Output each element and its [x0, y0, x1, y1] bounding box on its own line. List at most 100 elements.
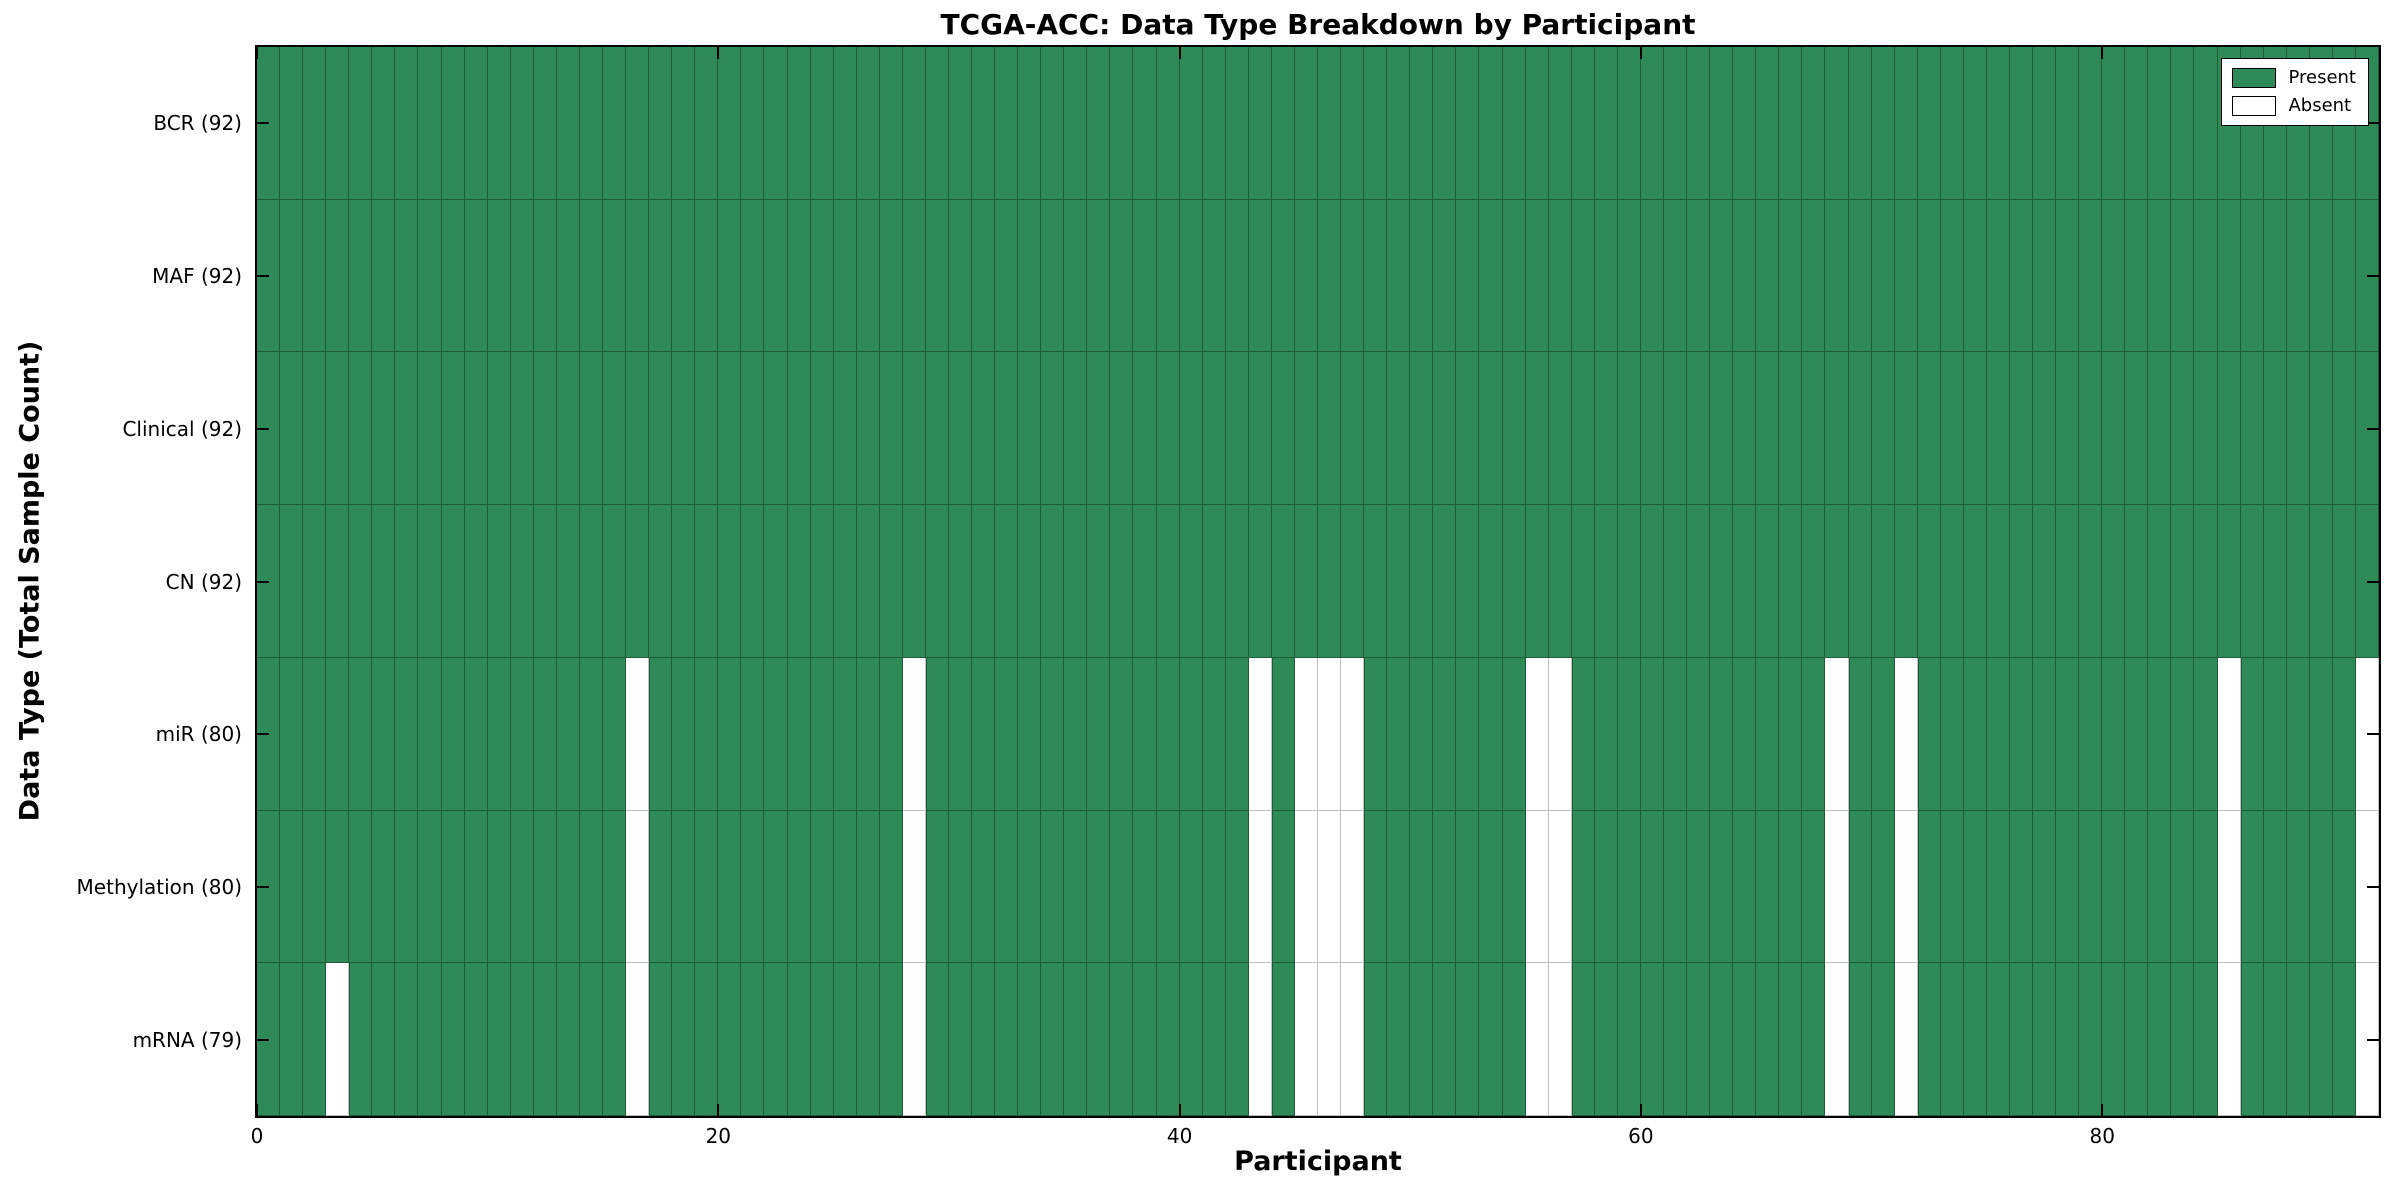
cell-present — [1410, 352, 1434, 506]
cell-present — [787, 352, 811, 506]
cell-present — [972, 657, 996, 811]
cell-present — [810, 352, 834, 506]
cell-present — [1710, 963, 1734, 1116]
cell-present — [649, 352, 673, 506]
cell-present — [349, 199, 373, 353]
cell-present — [1456, 505, 1480, 658]
cell-present — [972, 810, 996, 964]
cell-present — [1133, 963, 1157, 1116]
cell-present — [856, 505, 880, 658]
cell-present — [372, 963, 396, 1116]
cell-present — [1917, 657, 1941, 811]
cell-absent — [1318, 657, 1342, 811]
cell-present — [925, 199, 949, 353]
cell-present — [1525, 505, 1549, 658]
cell-present — [1571, 47, 1595, 200]
cell-absent — [626, 963, 650, 1116]
cell-present — [1525, 47, 1549, 200]
cell-present — [418, 47, 442, 200]
cell-present — [1825, 505, 1849, 658]
cell-present — [1410, 810, 1434, 964]
cell-present — [1479, 657, 1503, 811]
cell-present — [579, 47, 603, 200]
cell-present — [1617, 657, 1641, 811]
cell-present — [1594, 199, 1618, 353]
cell-present — [1756, 657, 1780, 811]
cell-present — [441, 505, 465, 658]
cell-present — [1502, 47, 1526, 200]
cell-present — [395, 810, 419, 964]
tick-mark — [2367, 427, 2379, 430]
cell-present — [1710, 810, 1734, 964]
cell-present — [972, 352, 996, 506]
cell-present — [1179, 199, 1203, 353]
cell-absent — [2217, 810, 2241, 964]
tick-mark — [2367, 733, 2379, 736]
cell-present — [1456, 199, 1480, 353]
cell-present — [1225, 505, 1249, 658]
cell-present — [1248, 505, 1272, 658]
cell-present — [1917, 47, 1941, 200]
cell-present — [1410, 657, 1434, 811]
cell-present — [602, 810, 627, 964]
cell-absent — [1548, 657, 1572, 811]
heatmap-grid — [257, 47, 2379, 1116]
cell-present — [1456, 47, 1480, 200]
cell-present — [441, 199, 465, 353]
cell-present — [533, 199, 557, 353]
cell-present — [833, 810, 857, 964]
cell-present — [579, 810, 603, 964]
cell-present — [487, 963, 511, 1116]
cell-present — [1387, 505, 1411, 658]
cell-present — [1179, 963, 1203, 1116]
cell-present — [972, 199, 996, 353]
cell-present — [1179, 657, 1203, 811]
cell-present — [764, 963, 788, 1116]
cell-absent — [1825, 657, 1849, 811]
cell-present — [1571, 505, 1595, 658]
cell-present — [2309, 505, 2333, 658]
cell-present — [1248, 47, 1272, 200]
cell-present — [1133, 47, 1157, 200]
cell-present — [1018, 199, 1042, 353]
cell-present — [1640, 47, 1664, 200]
cell-present — [326, 657, 350, 811]
cell-present — [1779, 47, 1803, 200]
cell-present — [2194, 505, 2218, 658]
cell-present — [2102, 199, 2126, 353]
tick-mark — [2367, 1038, 2379, 1041]
cell-present — [487, 199, 511, 353]
cell-present — [1387, 657, 1411, 811]
cell-present — [2240, 657, 2264, 811]
tick-mark — [2367, 580, 2379, 583]
cell-present — [533, 505, 557, 658]
cell-present — [1917, 352, 1941, 506]
cell-present — [2125, 199, 2149, 353]
cell-present — [948, 657, 973, 811]
cell-present — [1041, 810, 1065, 964]
cell-present — [2332, 199, 2356, 353]
cell-present — [2056, 47, 2080, 200]
cell-present — [1986, 199, 2010, 353]
cell-present — [1318, 352, 1342, 506]
cell-absent — [326, 963, 350, 1116]
cell-present — [649, 657, 673, 811]
cell-present — [1756, 810, 1780, 964]
cell-present — [349, 505, 373, 658]
cell-present — [1756, 505, 1780, 658]
cell-present — [1156, 657, 1180, 811]
cell-present — [1525, 199, 1549, 353]
cell-present — [1410, 199, 1434, 353]
cell-present — [1156, 47, 1180, 200]
cell-present — [1733, 657, 1757, 811]
cell-present — [1387, 199, 1411, 353]
cell-present — [464, 963, 488, 1116]
cell-present — [487, 657, 511, 811]
cell-present — [2240, 810, 2264, 964]
cell-present — [487, 810, 511, 964]
cell-absent — [2217, 657, 2241, 811]
cell-present — [1087, 199, 1111, 353]
cell-present — [510, 352, 534, 506]
cell-present — [1710, 47, 1734, 200]
cell-present — [1225, 963, 1249, 1116]
